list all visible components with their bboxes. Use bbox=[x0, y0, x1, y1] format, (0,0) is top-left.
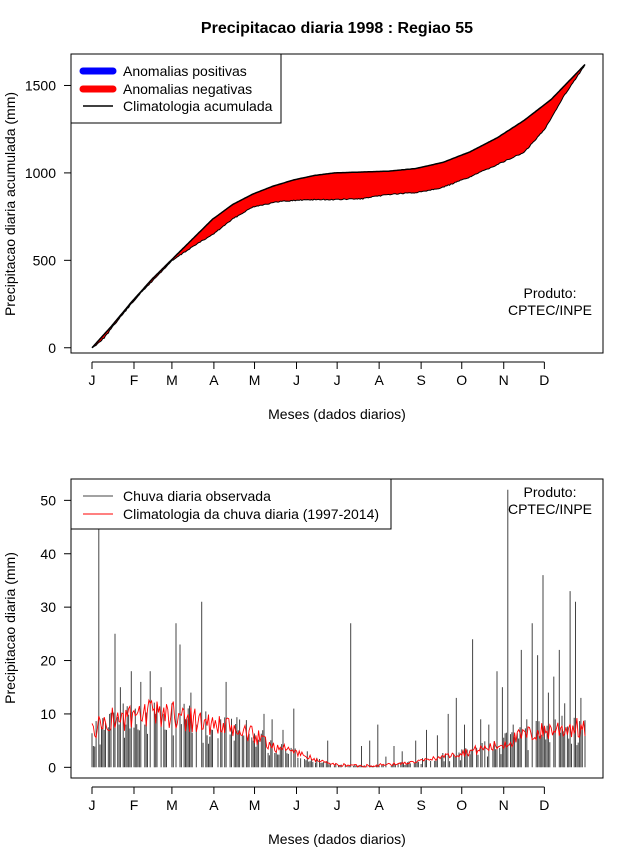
daily-y-label: Precipitacao diaria (mm) bbox=[2, 552, 18, 704]
accumulated-x-tick-label: A bbox=[209, 372, 219, 388]
accumulated-credit-line2: CPTEC/INPE bbox=[508, 302, 592, 318]
daily-x-label: Meses (dados diarios) bbox=[268, 831, 406, 847]
daily-y-tick-label: 0 bbox=[48, 759, 56, 775]
daily-x-tick-label: J bbox=[293, 797, 300, 813]
legend-label-daily-climatology: Climatologia da chuva diaria (1997-2014) bbox=[123, 506, 379, 522]
daily-y-axis: 0 10 20 30 40 50 bbox=[40, 492, 72, 775]
daily-y-tick-label: 40 bbox=[40, 546, 56, 562]
observed-accumulated-line bbox=[91, 64, 586, 349]
accumulated-y-tick-label: 0 bbox=[48, 340, 56, 356]
daily-y-tick-label: 10 bbox=[40, 706, 56, 722]
accumulated-x-tick-label: M bbox=[166, 372, 178, 388]
accumulated-x-tick-label: D bbox=[539, 372, 549, 388]
figure-title: Precipitacao diaria 1998 : Regiao 55 bbox=[201, 20, 473, 37]
daily-x-tick-label: O bbox=[456, 797, 467, 813]
climatology-accumulated-line bbox=[91, 63, 586, 349]
daily-x-tick-label: J bbox=[334, 797, 341, 813]
daily-credit-line2: CPTEC/INPE bbox=[508, 501, 592, 517]
daily-x-tick-label: S bbox=[416, 797, 425, 813]
daily-x-tick-label: A bbox=[374, 797, 384, 813]
daily-x-tick-label: M bbox=[166, 797, 178, 813]
accumulated-y-tick-label: 1500 bbox=[25, 77, 56, 93]
legend-label-accumulated-climatology: Climatologia acumulada bbox=[123, 98, 273, 114]
daily-x-tick-label: J bbox=[89, 797, 96, 813]
daily-y-tick-label: 50 bbox=[40, 492, 56, 508]
accumulated-y-label: Precipitacao diaria acumulada (mm) bbox=[2, 92, 18, 316]
daily-climatology-line bbox=[91, 698, 586, 768]
accumulated-chart: 0 500 1000 1500 J F M A M J J A S O N D Precipitacao d… bbox=[2, 53, 604, 422]
accumulated-y-tick-label: 500 bbox=[33, 252, 57, 268]
accumulated-x-tick-label: J bbox=[89, 372, 96, 388]
accumulated-x-tick-label: O bbox=[456, 372, 467, 388]
legend-label-negative-anomalies: Anomalias negativas bbox=[123, 81, 252, 97]
accumulated-x-tick-label: J bbox=[293, 372, 300, 388]
accumulated-legend: Anomalias positivas Anomalias negativas … bbox=[70, 53, 282, 124]
daily-x-tick-label: A bbox=[209, 797, 219, 813]
accumulated-marks bbox=[91, 63, 586, 349]
daily-y-tick-label: 30 bbox=[40, 599, 56, 615]
daily-y-tick-label: 20 bbox=[40, 653, 56, 669]
accumulated-x-tick-label: J bbox=[334, 372, 341, 388]
daily-marks bbox=[91, 489, 586, 768]
daily-x-tick-label: F bbox=[130, 797, 139, 813]
accumulated-x-tick-label: N bbox=[499, 372, 509, 388]
accumulated-x-tick-label: S bbox=[416, 372, 425, 388]
daily-x-tick-label: M bbox=[249, 797, 261, 813]
legend-label-observed-rain: Chuva diaria observada bbox=[123, 488, 271, 504]
accumulated-y-tick-label: 1000 bbox=[25, 165, 56, 181]
accumulated-x-tick-label: F bbox=[130, 372, 139, 388]
daily-x-tick-label: D bbox=[539, 797, 549, 813]
daily-legend-box bbox=[70, 478, 392, 530]
daily-legend: Chuva diaria observada Climatologia da c… bbox=[70, 478, 392, 530]
accumulated-x-tick-label: A bbox=[374, 372, 384, 388]
accumulated-x-label: Meses (dados diarios) bbox=[268, 406, 406, 422]
daily-credit-line1: Produto: bbox=[524, 484, 577, 500]
daily-chart: 0 10 20 30 40 50 J F M A M J J A S O N D Precipitacao di… bbox=[2, 478, 604, 847]
legend-label-positive-anomalies: Anomalias positivas bbox=[123, 63, 247, 79]
accumulated-y-axis: 0 500 1000 1500 bbox=[25, 77, 72, 356]
accumulated-credit-line1: Produto: bbox=[524, 285, 577, 301]
daily-x-tick-label: N bbox=[499, 797, 509, 813]
accumulated-x-tick-label: M bbox=[249, 372, 261, 388]
